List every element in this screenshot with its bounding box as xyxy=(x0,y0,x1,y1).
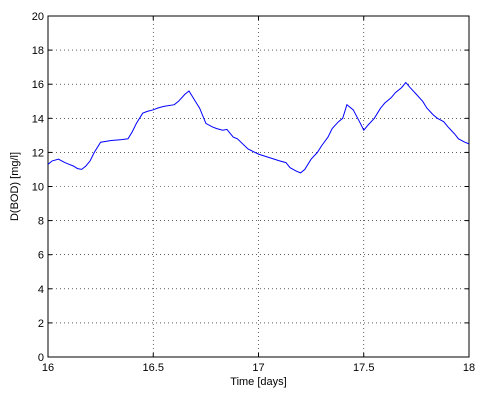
y-tick-label: 10 xyxy=(32,182,44,194)
y-tick-label: 8 xyxy=(38,216,44,228)
y-tick-label: 4 xyxy=(38,284,44,296)
y-tick-label: 0 xyxy=(38,352,44,364)
series-line xyxy=(47,81,470,174)
y-tick-labels: 0 2 4 6 8 10 12 14 16 18 20 xyxy=(32,11,44,364)
x-tick-label: 18 xyxy=(463,362,475,374)
grid xyxy=(48,16,469,357)
x-tick-label: 16 xyxy=(42,362,54,374)
series-layer xyxy=(47,81,470,174)
x-tick-label: 17 xyxy=(252,362,264,374)
y-tick-label: 14 xyxy=(32,113,44,125)
y-tick-label: 12 xyxy=(32,147,44,159)
plot-frame xyxy=(47,15,470,358)
y-tick-label: 18 xyxy=(32,45,44,57)
x-tick-label: 16.5 xyxy=(143,362,164,374)
y-axis-label: D(BOD) [mg/l] xyxy=(9,152,21,221)
axis-ticks xyxy=(47,15,470,358)
x-axis-label: Time [days] xyxy=(230,376,286,388)
x-tick-labels: 16 16.5 17 17.5 18 xyxy=(42,362,475,374)
y-tick-label: 20 xyxy=(32,11,44,23)
y-tick-label: 6 xyxy=(38,250,44,262)
y-tick-label: 2 xyxy=(38,318,44,330)
y-tick-label: 16 xyxy=(32,79,44,91)
x-tick-label: 17.5 xyxy=(353,362,374,374)
